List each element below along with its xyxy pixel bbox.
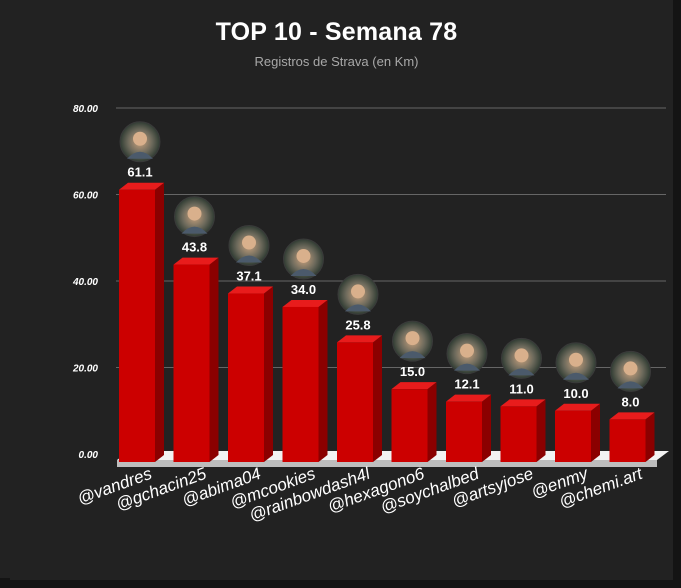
bar-side	[427, 382, 437, 462]
bar-top	[609, 412, 655, 420]
bar-top	[555, 403, 600, 411]
bar-top	[282, 299, 328, 307]
bar	[228, 293, 264, 462]
avatar-face	[460, 343, 474, 358]
bar	[609, 419, 646, 462]
bar-side	[645, 412, 655, 462]
y-tick-label: 40.00	[72, 277, 98, 288]
data-label: 25.8	[345, 317, 370, 332]
avatar-face	[133, 131, 147, 146]
avatar-face	[242, 235, 256, 250]
data-label: 8.0	[621, 394, 639, 409]
bar-top	[446, 394, 491, 402]
avatar-face	[351, 284, 365, 299]
bar-chart: 0.0020.0040.0060.0080.0061.1@vandres43.8…	[72, 104, 669, 525]
y-tick-label: 60.00	[73, 191, 98, 202]
bar	[555, 410, 591, 462]
y-tick-label: 0.00	[79, 450, 99, 461]
avatar-face	[187, 206, 202, 221]
avatar-shoulders	[508, 368, 535, 376]
bar-side	[155, 182, 164, 462]
bar-top	[391, 382, 437, 390]
bar-side	[373, 335, 382, 462]
avatar-shoulders	[127, 151, 153, 159]
avatar-face	[296, 248, 311, 263]
data-label: 43.8	[182, 240, 207, 255]
avatar-shoulders	[181, 226, 208, 234]
avatar-face	[514, 348, 529, 363]
avatar-face	[623, 361, 638, 376]
data-label: 34.0	[291, 282, 316, 297]
bar	[500, 406, 537, 462]
data-label: 11.0	[509, 381, 534, 396]
avatar-shoulders	[617, 381, 644, 389]
bar	[173, 264, 210, 462]
avatar-shoulders	[236, 255, 262, 263]
bar	[119, 189, 155, 462]
bar-top	[228, 286, 273, 294]
bar-side	[264, 286, 273, 462]
data-label: 12.1	[454, 377, 479, 392]
avatar-shoulders	[454, 363, 480, 371]
bar	[391, 389, 428, 462]
bar-top	[337, 335, 382, 343]
chart-frame: TOP 10 - Semana 78 Registros de Strava (…	[0, 0, 673, 580]
avatar-shoulders	[290, 268, 317, 276]
avatar-face	[405, 331, 420, 346]
y-tick-label: 80.00	[73, 104, 98, 115]
bar-side	[482, 394, 491, 462]
chart-title: TOP 10 - Semana 78	[215, 18, 458, 46]
bar-side	[209, 257, 219, 462]
y-tick-label: 20.00	[72, 364, 98, 375]
avatar-shoulders	[345, 304, 371, 312]
bar-top	[500, 399, 546, 407]
avatar-face	[569, 352, 583, 367]
bar-side	[591, 403, 600, 462]
data-label: 10.0	[563, 386, 588, 401]
bar	[446, 401, 482, 462]
bar-side	[536, 399, 546, 462]
bar-top	[173, 257, 219, 265]
data-label: 61.1	[127, 165, 152, 180]
bar-side	[318, 299, 328, 462]
avatar-shoulders	[563, 372, 589, 380]
avatar-shoulders	[399, 351, 426, 359]
data-label: 15.0	[400, 364, 425, 379]
bar-top	[119, 182, 164, 190]
corner-decoration	[0, 578, 10, 588]
bar	[337, 342, 373, 462]
bar	[282, 306, 319, 462]
data-label: 37.1	[236, 269, 261, 284]
chart-subtitle: Registros de Strava (en Km)	[254, 54, 419, 69]
